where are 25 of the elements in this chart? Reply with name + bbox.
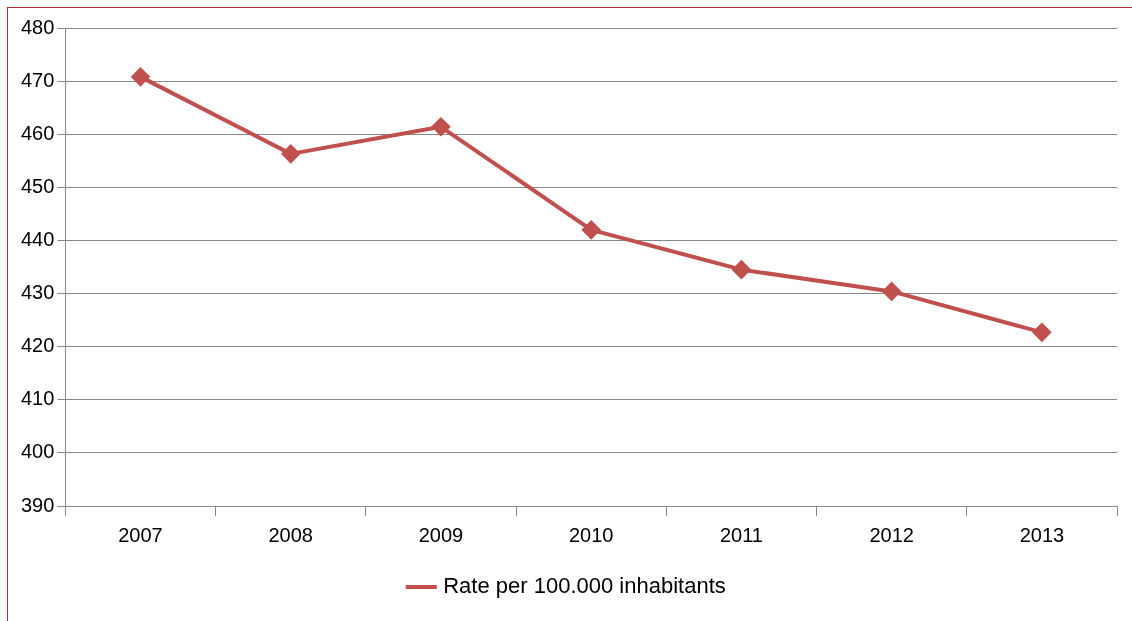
y-tick-label: 440 — [20, 227, 55, 250]
legend-label: Rate per 100.000 inhabitants — [443, 573, 726, 599]
x-tick-label: 2009 — [418, 523, 464, 546]
y-tick-label: 480 — [20, 15, 55, 38]
x-tick-label: 2012 — [869, 523, 914, 546]
point — [1032, 323, 1051, 342]
point — [281, 144, 300, 163]
y-tick-label: 400 — [20, 440, 55, 463]
x-tick-label: 2007 — [118, 523, 163, 546]
y-tick-label: 430 — [20, 281, 55, 304]
x-tick-label: 2008 — [268, 523, 313, 546]
y-tick-label: 420 — [20, 334, 55, 357]
point — [582, 220, 601, 239]
point — [431, 117, 450, 136]
y-tick-label: 470 — [20, 68, 55, 91]
x-tick-label: 2011 — [719, 523, 763, 546]
point — [882, 282, 901, 301]
point — [131, 67, 150, 86]
y-tick-label: 390 — [20, 493, 55, 516]
x-tick-label: 2013 — [1019, 523, 1065, 546]
x-tick-label: 2010 — [568, 523, 614, 546]
y-tick-label: 450 — [20, 174, 55, 197]
y-tick-label: 410 — [20, 387, 55, 410]
point — [732, 260, 751, 279]
y-tick-label: 460 — [20, 121, 55, 144]
